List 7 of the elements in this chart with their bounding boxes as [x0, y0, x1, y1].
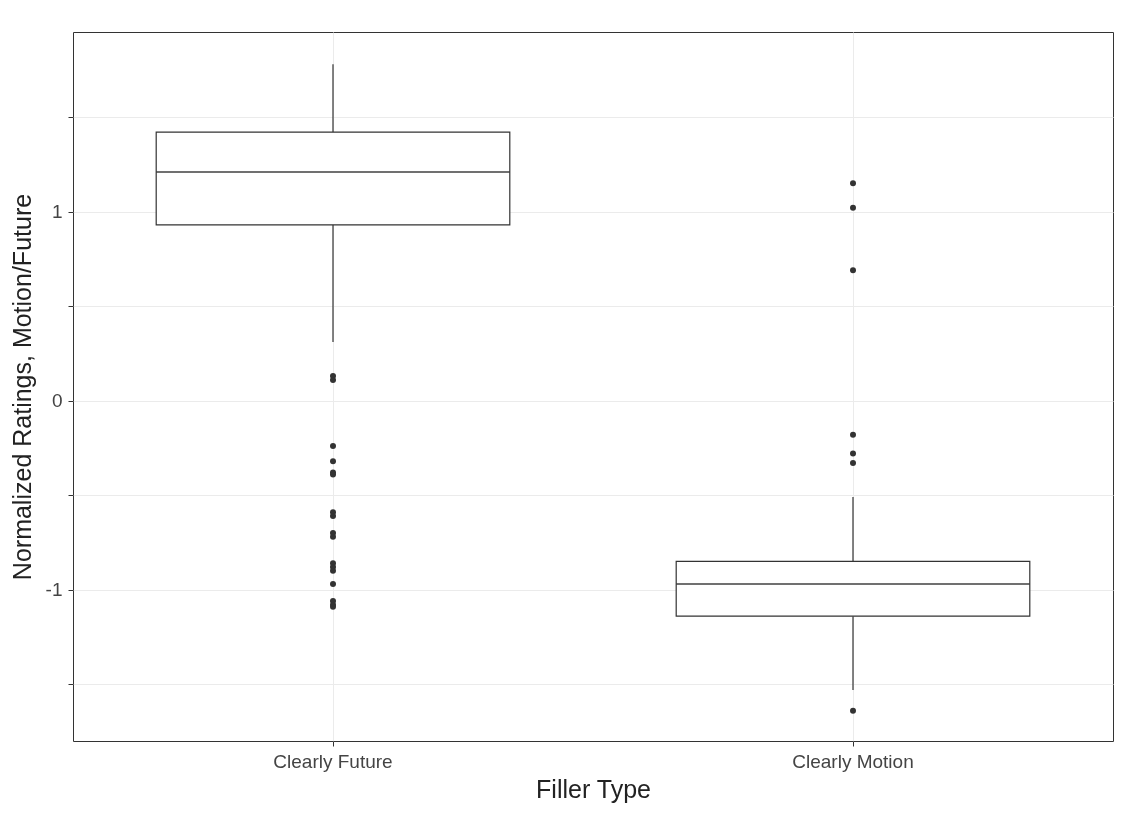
x-tick-label: Clearly Motion: [792, 750, 914, 772]
y-tick-label: -1: [45, 579, 63, 601]
y-tick-label: 0: [51, 390, 63, 412]
y-tick-label: 1: [51, 201, 63, 223]
y-axis-title: Normalized Ratings, Motion/Future: [7, 193, 36, 581]
x-axis-title: Filler Type: [536, 774, 651, 803]
x-tick-label: Clearly Future: [273, 750, 393, 772]
